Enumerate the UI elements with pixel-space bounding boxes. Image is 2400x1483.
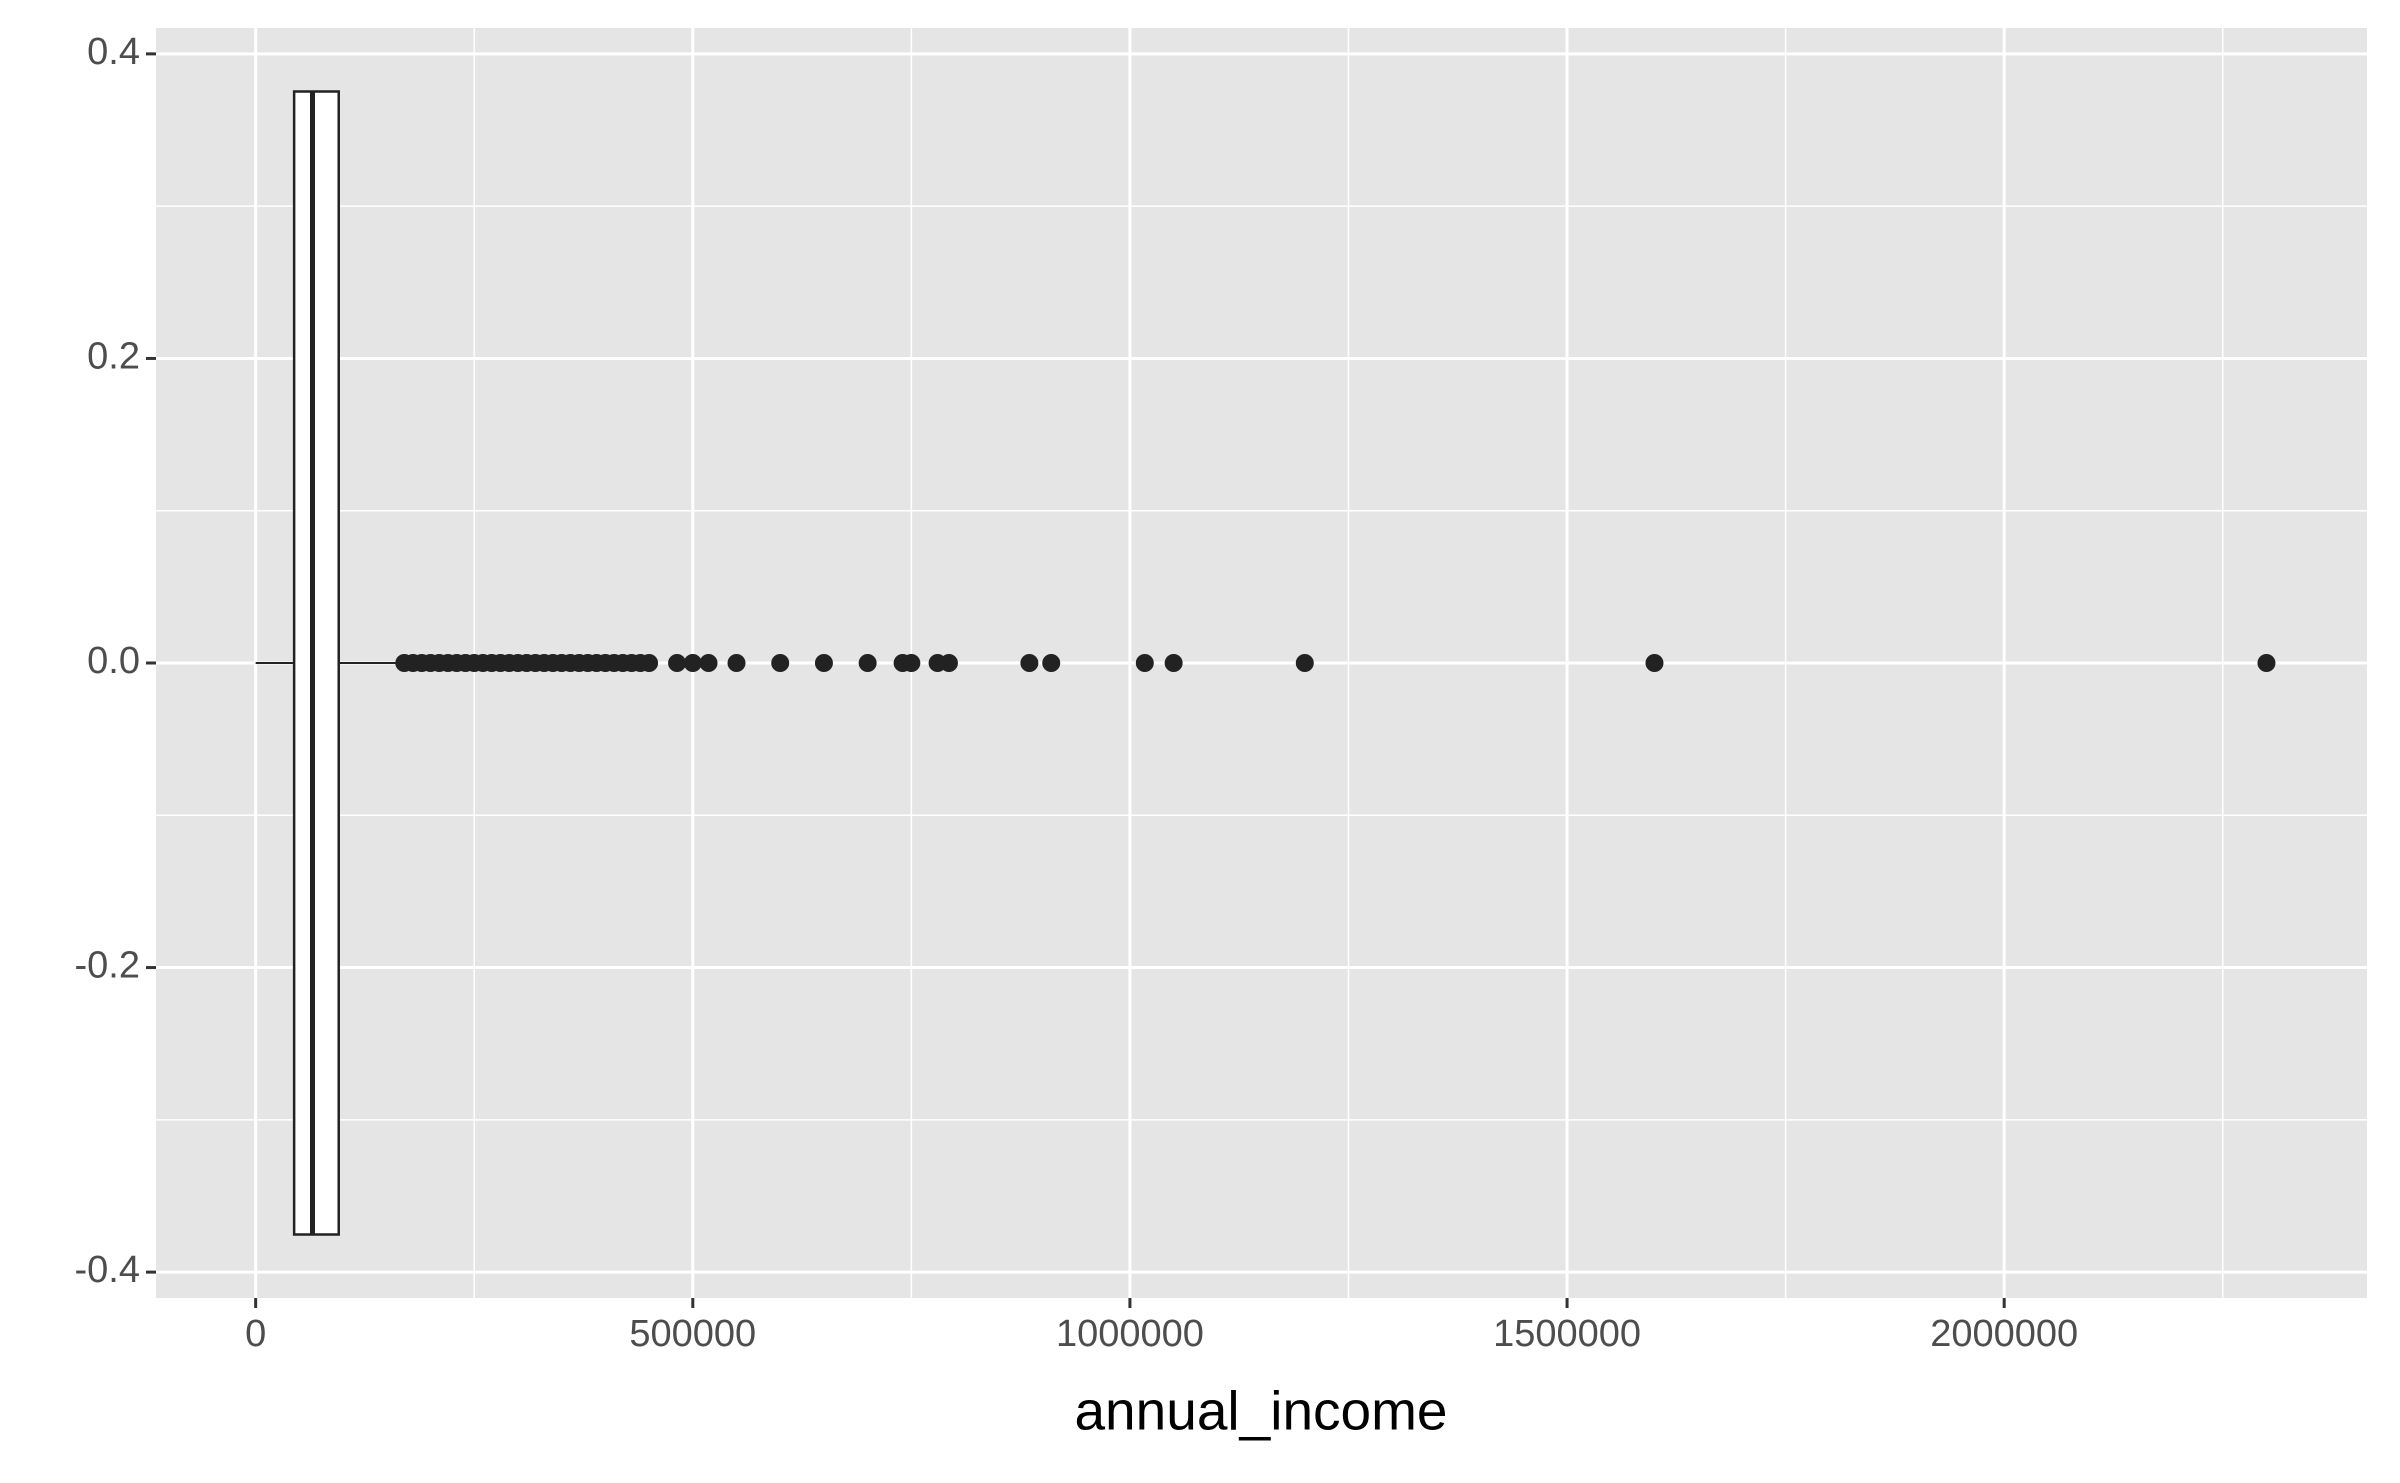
outlier — [902, 654, 921, 672]
y-tick-label: -0.4 — [75, 1249, 140, 1291]
x-tick-label: 0 — [245, 1313, 266, 1355]
x-tick-label: 2000000 — [1930, 1313, 2078, 1355]
outlier — [1645, 654, 1664, 672]
outlier — [1295, 654, 1314, 672]
outlier — [1135, 654, 1154, 672]
x-tick-label: 500000 — [629, 1313, 756, 1355]
x-tick-label: 1000000 — [1056, 1313, 1204, 1355]
outlier — [1020, 654, 1039, 672]
outlier — [771, 654, 790, 672]
outlier — [1164, 654, 1183, 672]
outlier — [727, 654, 746, 672]
outlier — [683, 654, 702, 672]
box — [292, 90, 340, 1236]
y-tick-label: -0.2 — [75, 945, 140, 987]
outlier — [2257, 654, 2276, 672]
y-tick-label: 0.2 — [87, 335, 140, 377]
outlier — [858, 654, 877, 672]
outlier — [1042, 654, 1061, 672]
outlier — [699, 654, 718, 672]
outlier — [668, 654, 687, 672]
outlier — [814, 654, 833, 672]
y-tick-label: 0.4 — [87, 31, 140, 73]
outlier — [939, 654, 958, 672]
y-tick-label: 0.0 — [87, 640, 140, 682]
outlier — [640, 654, 659, 672]
x-axis-title: annual_income — [1074, 1380, 1447, 1442]
x-tick-label: 1500000 — [1493, 1313, 1641, 1355]
